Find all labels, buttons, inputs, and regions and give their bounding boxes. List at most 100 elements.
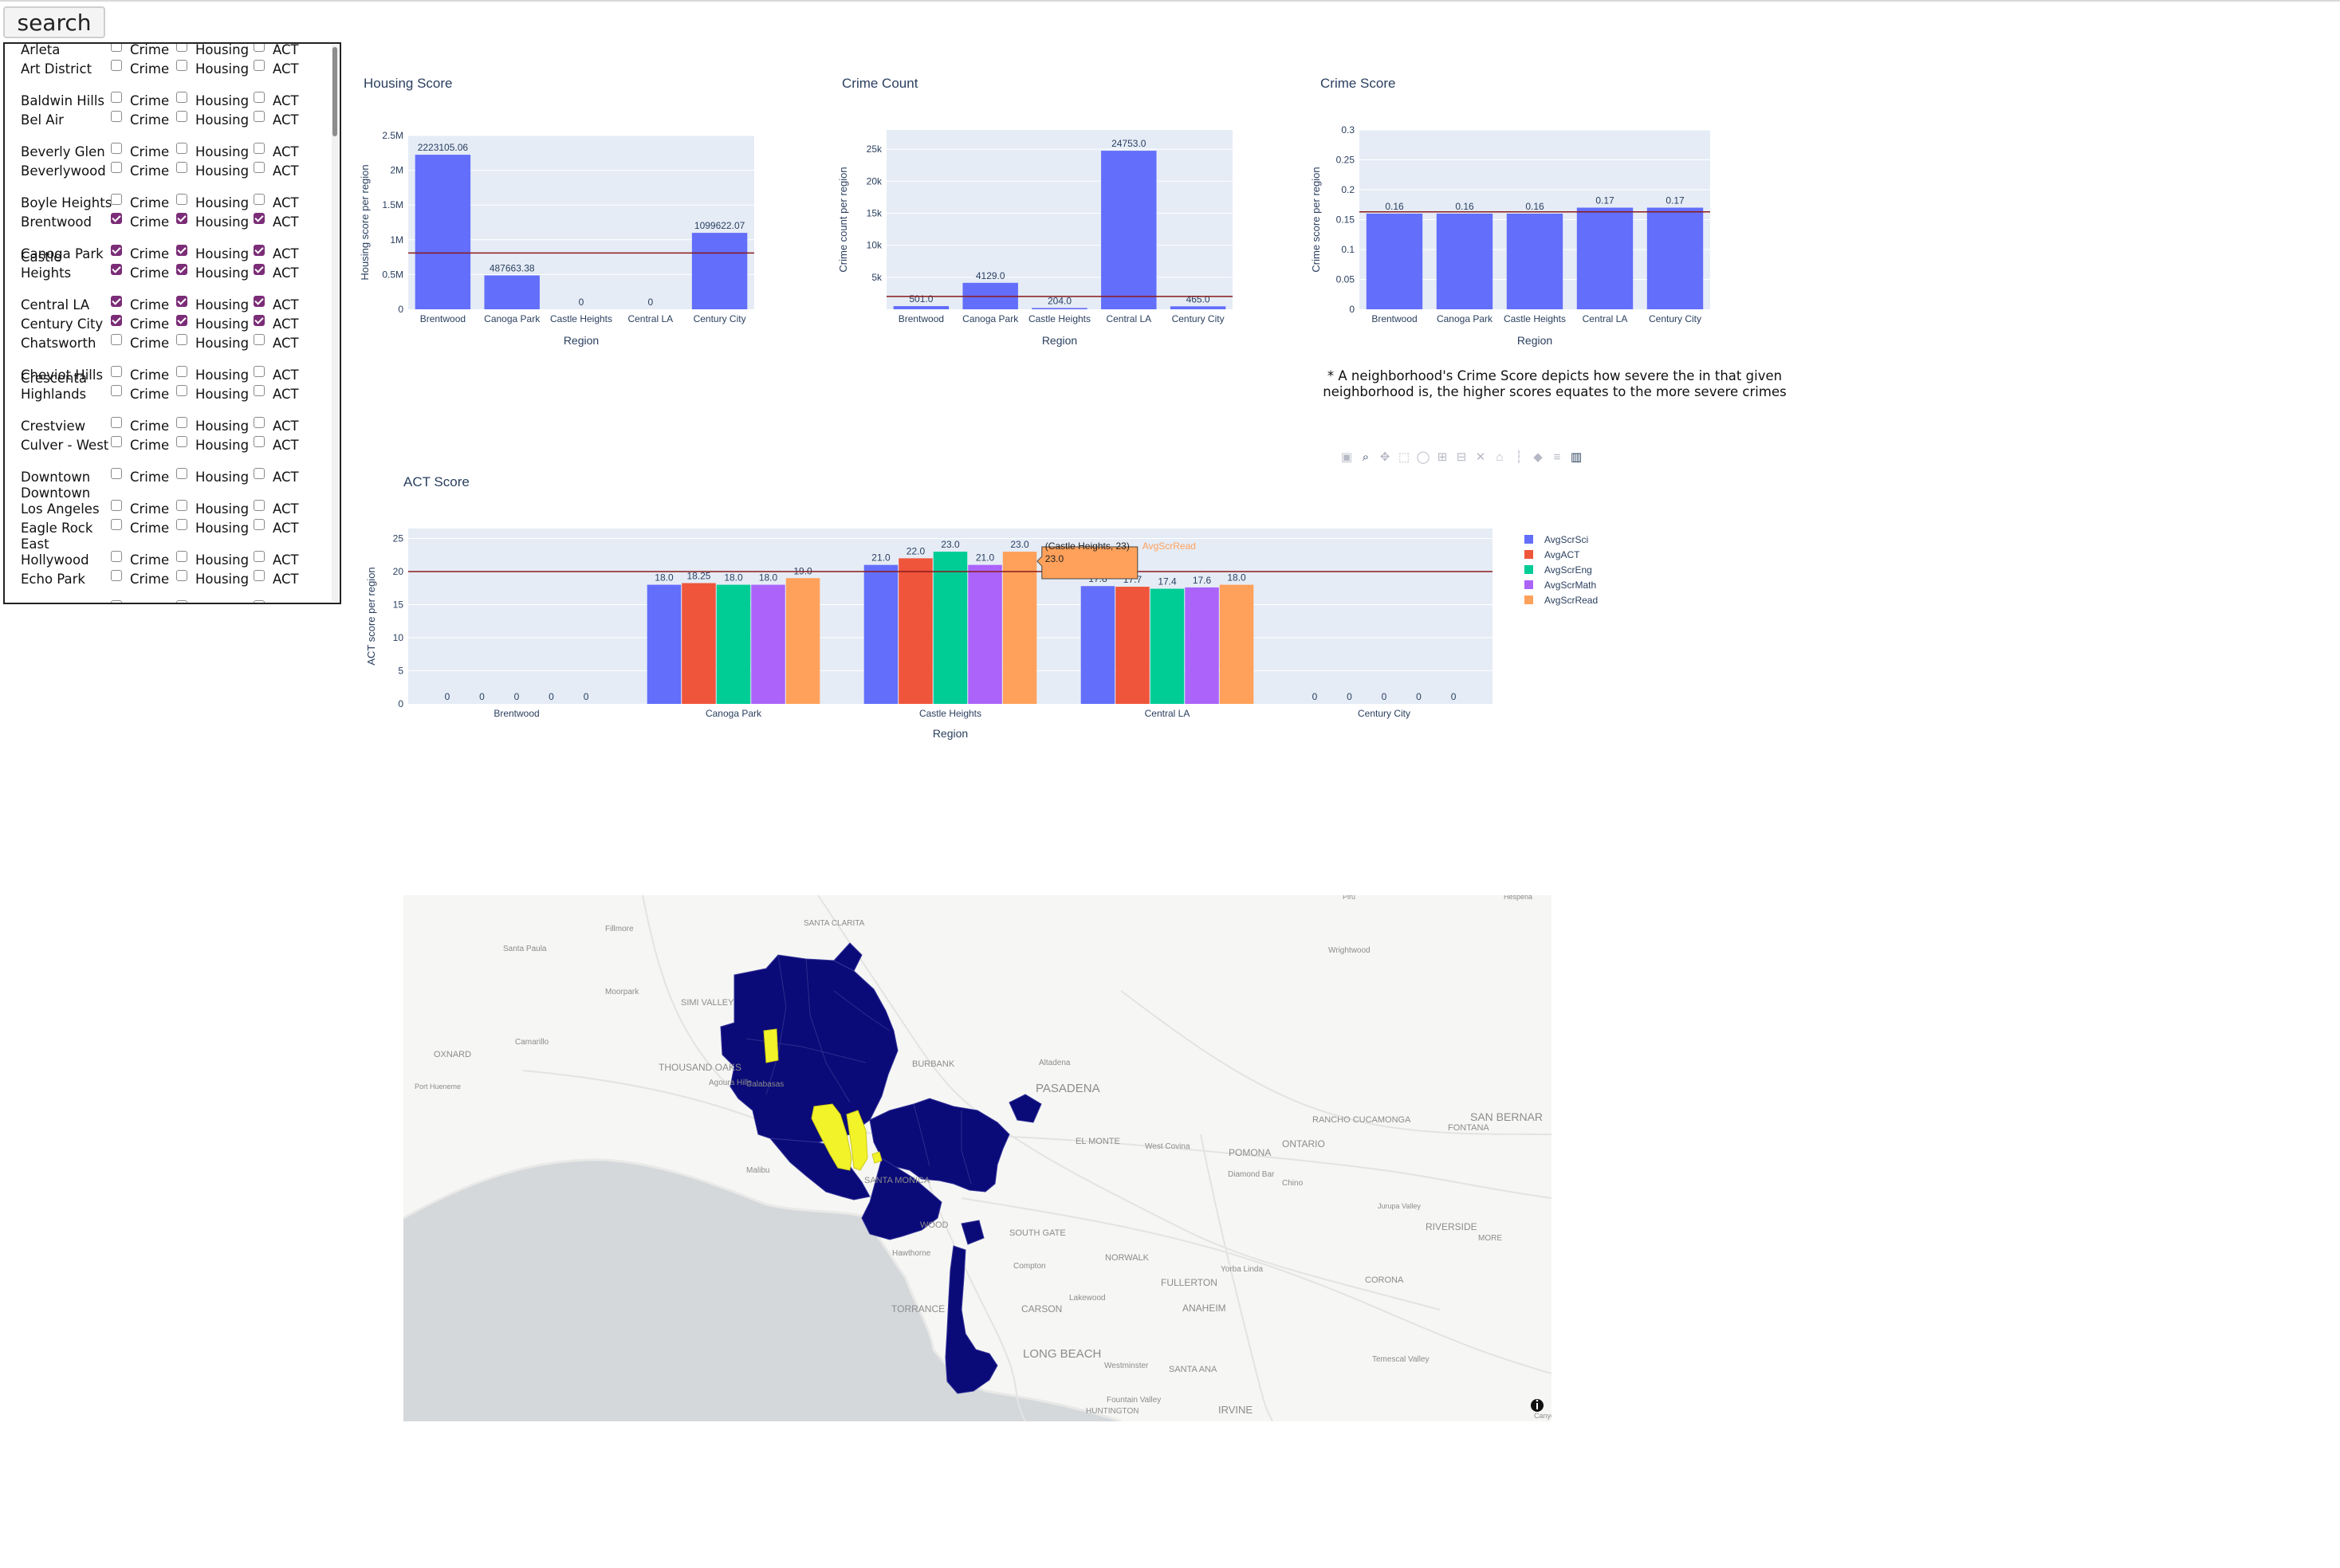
crime-score-chart[interactable]: Crime Score 0 0.05 0.1 0.15 0.2 0.25 0.3 0.16 Br…: [1308, 76, 1738, 347]
housing-checkbox[interactable]: [176, 162, 187, 173]
legend-item[interactable]: AvgScrRead: [1524, 595, 1598, 606]
legend-item[interactable]: AvgScrEng: [1524, 564, 1592, 576]
act-checkbox[interactable]: [254, 417, 265, 428]
crime-option[interactable]: Crime: [111, 92, 169, 109]
crime-option[interactable]: Crime: [111, 44, 169, 58]
crime-checkbox[interactable]: [111, 519, 122, 530]
crime-option[interactable]: Crime: [111, 213, 169, 230]
crime-checkbox[interactable]: [111, 194, 122, 205]
info-icon[interactable]: [1531, 1399, 1544, 1412]
housing-option[interactable]: Housing: [176, 296, 249, 313]
housing-option[interactable]: Housing: [176, 570, 249, 588]
plotly-logo-icon[interactable]: ▥: [1570, 450, 1583, 464]
scrollbar-track[interactable]: [332, 45, 338, 601]
housing-option[interactable]: Housing: [176, 143, 249, 160]
act-checkbox[interactable]: [254, 111, 265, 122]
act-option[interactable]: ACT: [254, 500, 299, 517]
housing-checkbox[interactable]: [176, 519, 187, 530]
crime-option[interactable]: Crime: [111, 245, 169, 262]
housing-checkbox[interactable]: [176, 44, 187, 52]
crime-count-plot[interactable]: 5k 10k 15k 20k 25k 501.0 Brentwood 4129.0 Canoga…: [829, 76, 1260, 347]
act-option[interactable]: ACT: [254, 245, 299, 262]
housing-checkbox[interactable]: [176, 570, 187, 581]
act-option[interactable]: ACT: [254, 60, 299, 77]
act-option[interactable]: ACT: [254, 519, 299, 536]
act-option[interactable]: ACT: [254, 468, 299, 485]
crime-checkbox[interactable]: [111, 570, 122, 581]
act-checkbox[interactable]: [254, 600, 265, 603]
crime-count-chart[interactable]: Crime Count 5k 10k 15k 20k 25k 501.0 Brentwood…: [829, 76, 1260, 347]
lasso-icon[interactable]: ◯: [1416, 450, 1430, 464]
act-checkbox[interactable]: [254, 143, 265, 154]
crime-checkbox[interactable]: [111, 334, 122, 345]
act-checkbox[interactable]: [254, 194, 265, 205]
housing-option[interactable]: Housing: [176, 315, 249, 332]
neighborhood-polygons[interactable]: [720, 942, 1042, 1394]
zoom-out-icon[interactable]: ⊟: [1456, 450, 1467, 464]
act-option[interactable]: ACT: [254, 44, 299, 58]
zoom-icon[interactable]: ⌕: [1362, 450, 1370, 464]
autoscale-icon[interactable]: ✕: [1475, 450, 1486, 464]
legend-item[interactable]: AvgScrSci: [1524, 534, 1588, 545]
crime-checkbox[interactable]: [111, 385, 122, 396]
crime-checkbox[interactable]: [111, 366, 122, 377]
act-score-chart[interactable]: ACT Score 0 5 10 15 20 25 0 0 0 0 0 Brentwood 18.0 18…: [351, 474, 1658, 745]
crime-checkbox[interactable]: [111, 436, 122, 447]
scrollbar-thumb[interactable]: [332, 47, 337, 136]
act-checkbox[interactable]: [254, 213, 265, 224]
crime-option[interactable]: Crime: [111, 385, 169, 403]
housing-checkbox[interactable]: [176, 60, 187, 71]
housing-option[interactable]: Housing: [176, 500, 249, 517]
crime-option[interactable]: Crime: [111, 162, 169, 179]
act-option[interactable]: ACT: [254, 162, 299, 179]
act-option[interactable]: ACT: [254, 143, 299, 160]
act-checkbox[interactable]: [254, 334, 265, 345]
housing-checkbox[interactable]: [176, 366, 187, 377]
spike-icon[interactable]: ┆: [1515, 450, 1523, 464]
map-canvas[interactable]: Fillmore SANTA CLARITA Piru Hesperia Santa P…: [403, 895, 1551, 1421]
housing-option[interactable]: Housing: [176, 60, 249, 77]
housing-option[interactable]: Housing: [176, 551, 249, 568]
crime-option[interactable]: Crime: [111, 366, 169, 383]
act-option[interactable]: ACT: [254, 92, 299, 109]
act-option[interactable]: ACT: [254, 296, 299, 313]
crime-option[interactable]: Crime: [111, 500, 169, 517]
housing-checkbox[interactable]: [176, 143, 187, 154]
act-checkbox[interactable]: [254, 500, 265, 511]
housing-option[interactable]: Housing: [176, 213, 249, 230]
act-checkbox[interactable]: [254, 519, 265, 530]
housing-option[interactable]: Housing: [176, 162, 249, 179]
housing-option[interactable]: Housing: [176, 519, 249, 536]
act-option[interactable]: ACT: [254, 570, 299, 588]
act-checkbox[interactable]: [254, 315, 265, 326]
housing-checkbox[interactable]: [176, 551, 187, 562]
housing-checkbox[interactable]: [176, 245, 187, 256]
housing-option[interactable]: Housing: [176, 111, 249, 128]
act-checkbox[interactable]: [254, 44, 265, 52]
housing-option[interactable]: Housing: [176, 334, 249, 352]
crime-checkbox[interactable]: [111, 60, 122, 71]
crime-score-plot[interactable]: 00.050.10.150.20.250.30.16Brentwood0.16C…: [1308, 76, 1738, 347]
crime-checkbox[interactable]: [111, 111, 122, 122]
act-option[interactable]: ACT: [254, 366, 299, 383]
act-option[interactable]: ACT: [254, 111, 299, 128]
act-score-plot[interactable]: 0 5 10 15 20 25 0 0 0 0 0 Brentwood 18.0 18.25 18.0 18.…: [351, 474, 1658, 745]
housing-checkbox[interactable]: [176, 436, 187, 447]
act-option[interactable]: ACT: [254, 417, 299, 434]
housing-option[interactable]: Housing: [176, 366, 249, 383]
housing-score-chart[interactable]: Housing Score 0 0.5M 1M 1.5M 2M 2.5M 2223105.0…: [351, 76, 781, 347]
crime-option[interactable]: Crime: [111, 600, 169, 603]
housing-option[interactable]: Housing: [176, 600, 249, 603]
hover-compare-icon[interactable]: ≡: [1553, 450, 1561, 464]
housing-score-plot[interactable]: 0 0.5M 1M 1.5M 2M 2.5M 2223105.06 Brentwood 4876…: [351, 76, 781, 347]
housing-option[interactable]: Housing: [176, 417, 249, 434]
camera-icon[interactable]: ▣: [1340, 450, 1353, 464]
crime-checkbox[interactable]: [111, 315, 122, 326]
act-option[interactable]: ACT: [254, 436, 299, 454]
act-checkbox[interactable]: [254, 264, 265, 275]
act-option[interactable]: ACT: [254, 194, 299, 211]
act-checkbox[interactable]: [254, 162, 265, 173]
crime-checkbox[interactable]: [111, 245, 122, 256]
crime-option[interactable]: Crime: [111, 264, 169, 281]
act-option[interactable]: ACT: [254, 551, 299, 568]
